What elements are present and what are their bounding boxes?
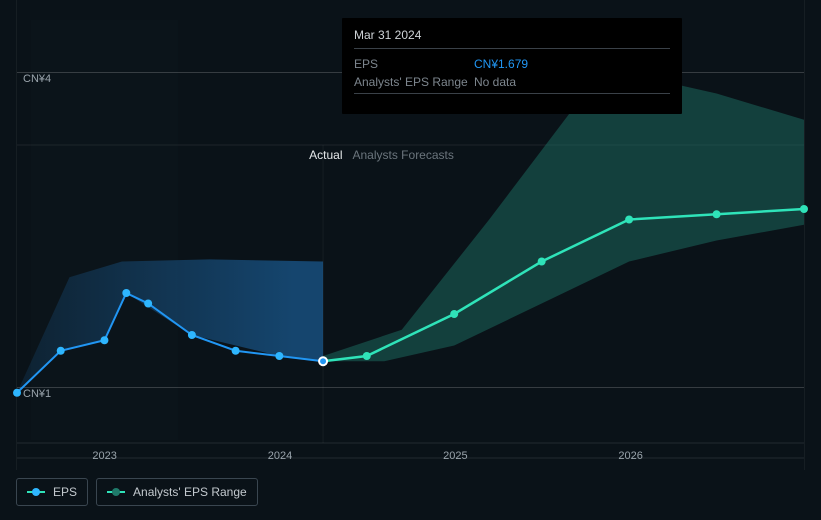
x-tick-label: 2026 [618,450,642,462]
x-tick-label: 2024 [268,450,292,462]
y-tick-label: CN¥1 [23,388,51,400]
legend-item-range[interactable]: Analysts' EPS Range [96,478,258,506]
legend-swatch-range [107,487,125,497]
tooltip-date: Mar 31 2024 [354,28,670,42]
x-tick-label: 2025 [443,450,467,462]
tooltip-row-label: Analysts' EPS Range [354,75,474,89]
tooltip-divider [354,48,670,49]
tooltip-row-value: CN¥1.679 [474,57,528,71]
x-tick-label: 2023 [92,450,116,462]
section-label-actual: Actual [309,148,342,162]
legend: EPS Analysts' EPS Range [16,478,258,506]
tooltip-row: EPSCN¥1.679 [354,55,670,73]
section-label-forecast: Analysts Forecasts [353,148,454,162]
legend-label-range: Analysts' EPS Range [133,485,247,499]
y-tick-label: CN¥4 [23,73,51,85]
legend-item-eps[interactable]: EPS [16,478,88,506]
legend-swatch-eps [27,487,45,497]
tooltip-row-label: EPS [354,57,474,71]
eps-forecast-chart: Actual Analysts Forecasts CN¥1 CN¥4 2023 20… [0,0,821,520]
tooltip-row-value: No data [474,75,516,89]
chart-tooltip: Mar 31 2024 EPSCN¥1.679Analysts' EPS Ran… [342,18,682,114]
tooltip-row: Analysts' EPS RangeNo data [354,73,670,91]
legend-label-eps: EPS [53,485,77,499]
tooltip-divider-bottom [354,93,670,94]
